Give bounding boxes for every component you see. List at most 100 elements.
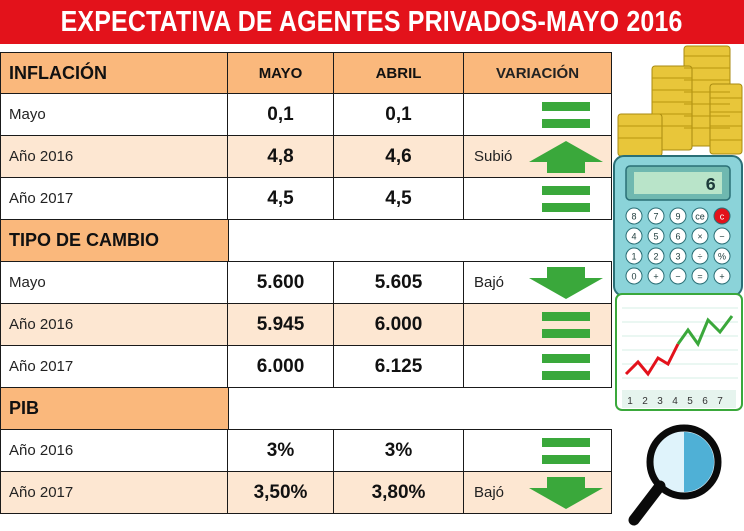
calculator-key bbox=[625, 207, 643, 225]
page-title: EXPECTATIVA DE AGENTES PRIVADOS-MAYO 201… bbox=[61, 5, 683, 38]
equal-icon bbox=[542, 186, 590, 212]
variation-cell bbox=[464, 430, 612, 471]
arrow-down-icon bbox=[529, 267, 603, 299]
calculator-key bbox=[625, 267, 643, 285]
calculator-key-label: ÷ bbox=[698, 252, 703, 262]
equal-icon bbox=[542, 312, 590, 338]
calculator-key bbox=[691, 227, 709, 245]
row-label: Año 2017 bbox=[0, 178, 228, 219]
value-mayo: 4,5 bbox=[228, 178, 334, 219]
calculator-key bbox=[713, 267, 731, 285]
table-row: Año 2016 5.945 6.000 bbox=[0, 304, 612, 346]
calculator-icon: 6 8 7 9 ce c 4 5 6 × − 1 2 3 ÷ % 0 + − = + bbox=[613, 155, 743, 297]
calculator-key bbox=[647, 247, 665, 265]
row-label: Año 2017 bbox=[0, 346, 228, 387]
calculator-key-label: 3 bbox=[675, 252, 680, 262]
calculator-key-label: 9 bbox=[675, 212, 680, 222]
calculator-key-label: + bbox=[653, 272, 658, 282]
value-abril: 3,80% bbox=[334, 472, 464, 513]
variation-label: Bajó bbox=[474, 484, 505, 501]
section-header-row: TIPO DE CAMBIO bbox=[0, 220, 612, 262]
calculator-key-label: − bbox=[675, 272, 680, 282]
table-row: Año 2017 4,5 4,5 bbox=[0, 178, 612, 220]
value-abril: 0,1 bbox=[334, 94, 464, 135]
table-row: Año 2017 3,50% 3,80% Bajó bbox=[0, 472, 612, 514]
chart-axis-label: 4 bbox=[672, 396, 678, 407]
calculator-key bbox=[669, 227, 687, 245]
value-abril: 4,5 bbox=[334, 178, 464, 219]
equal-icon bbox=[542, 102, 590, 128]
variation-cell: Bajó bbox=[464, 262, 612, 303]
table-row: Año 2016 3% 3% bbox=[0, 430, 612, 472]
calculator-key bbox=[647, 227, 665, 245]
calculator-key-label: 1 bbox=[631, 252, 636, 262]
value-mayo: 5.600 bbox=[228, 262, 334, 303]
calculator-key bbox=[691, 247, 709, 265]
calculator-key-label: 0 bbox=[631, 272, 636, 282]
variation-cell: Subió bbox=[464, 136, 612, 177]
chart-axis-label: 2 bbox=[642, 396, 648, 407]
value-abril: 4,6 bbox=[334, 136, 464, 177]
calculator-key bbox=[713, 207, 731, 225]
row-label: Mayo bbox=[0, 262, 228, 303]
calculator-key-label: 7 bbox=[653, 212, 658, 222]
row-label: Mayo bbox=[0, 94, 228, 135]
table-row: Mayo 0,1 0,1 bbox=[0, 94, 612, 136]
calculator-key-label: c bbox=[720, 212, 725, 222]
column-header-abril: ABRIL bbox=[334, 53, 464, 93]
calculator-key-label: 5 bbox=[653, 232, 658, 242]
calculator-display: 6 bbox=[705, 176, 716, 196]
variation-cell bbox=[464, 304, 612, 345]
value-mayo: 3% bbox=[228, 430, 334, 471]
calculator-key-label: 6 bbox=[675, 232, 680, 242]
table-header-row: INFLACIÓN MAYO ABRIL VARIACIÓN bbox=[0, 52, 612, 94]
variation-cell bbox=[464, 178, 612, 219]
section-title-tipo-cambio: TIPO DE CAMBIO bbox=[0, 220, 229, 261]
calculator-key bbox=[691, 207, 709, 225]
calculator-key bbox=[691, 267, 709, 285]
value-abril: 5.605 bbox=[334, 262, 464, 303]
calculator-keys: 8 7 9 ce c 4 5 6 × − 1 2 3 ÷ % 0 + − = + bbox=[625, 207, 731, 285]
calculator-key-label: + bbox=[719, 272, 724, 282]
table-row: Año 2016 4,8 4,6 Subió bbox=[0, 136, 612, 178]
chart-axis-label: 5 bbox=[687, 396, 693, 407]
value-mayo: 4,8 bbox=[228, 136, 334, 177]
title-bar: EXPECTATIVA DE AGENTES PRIVADOS-MAYO 201… bbox=[0, 0, 744, 44]
variation-cell bbox=[464, 346, 612, 387]
calculator-key-label: 8 bbox=[631, 212, 636, 222]
value-mayo: 5.945 bbox=[228, 304, 334, 345]
calculator-key bbox=[625, 227, 643, 245]
arrow-down-icon bbox=[529, 477, 603, 509]
value-mayo: 6.000 bbox=[228, 346, 334, 387]
calculator-key bbox=[647, 267, 665, 285]
section-title-inflacion: INFLACIÓN bbox=[0, 53, 228, 93]
chart-axis-label: 7 bbox=[717, 396, 723, 407]
calculator-key bbox=[669, 207, 687, 225]
variation-cell: Bajó bbox=[464, 472, 612, 513]
value-abril: 6.125 bbox=[334, 346, 464, 387]
calculator-key-label: − bbox=[719, 232, 724, 242]
value-abril: 3% bbox=[334, 430, 464, 471]
variation-cell bbox=[464, 94, 612, 135]
coins-icon bbox=[617, 45, 743, 157]
chart-axis-label: 3 bbox=[657, 396, 663, 407]
calculator-key-label: = bbox=[697, 272, 702, 282]
magnifier-icon bbox=[628, 424, 722, 526]
section-title-pib: PIB bbox=[0, 388, 229, 429]
calculator-key-label: × bbox=[697, 232, 702, 242]
variation-label: Bajó bbox=[474, 274, 505, 291]
calculator-key-label: 4 bbox=[631, 232, 636, 242]
calculator-key bbox=[669, 247, 687, 265]
column-header-mayo: MAYO bbox=[228, 53, 334, 93]
section-header-row: PIB bbox=[0, 388, 612, 430]
arrow-up-icon bbox=[529, 141, 603, 173]
row-label: Año 2016 bbox=[0, 136, 228, 177]
calculator-key bbox=[713, 247, 731, 265]
table-row: Año 2017 6.000 6.125 bbox=[0, 346, 612, 388]
calculator-key bbox=[713, 227, 731, 245]
calculator-key bbox=[669, 267, 687, 285]
column-header-variacion: VARIACIÓN bbox=[464, 53, 612, 93]
